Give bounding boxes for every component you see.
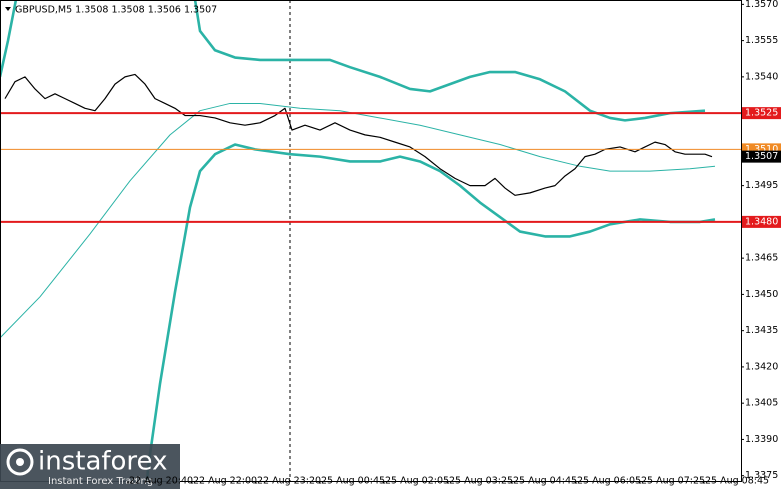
y-tick-label: 1.3495 bbox=[745, 180, 778, 191]
chart-title: GBPUSD,M5 1.3508 1.3508 1.3506 1.3507 bbox=[15, 5, 217, 16]
watermark-icon-dot bbox=[16, 458, 24, 466]
y-tick-label: 1.3450 bbox=[745, 289, 778, 300]
y-tick-label: 1.3570 bbox=[745, 0, 778, 10]
watermark: instaforex Instant Forex Trading bbox=[0, 444, 180, 489]
watermark-brand: instaforex bbox=[38, 447, 167, 477]
level-label-box bbox=[742, 107, 781, 120]
menu-arrow bbox=[5, 7, 11, 11]
y-tick-label: 1.3465 bbox=[745, 253, 778, 264]
y-tick-label: 1.3555 bbox=[745, 35, 778, 46]
y-tick-label: 1.3435 bbox=[745, 325, 778, 336]
x-tick-label: 22 Aug 22:00 bbox=[193, 476, 257, 487]
series-line bbox=[1, 102, 716, 338]
level-label: 1.3507 bbox=[745, 151, 778, 162]
series-line bbox=[145, 143, 716, 481]
x-tick-label: 25 Aug 06:05 bbox=[577, 476, 641, 487]
y-tick-label: 1.3420 bbox=[745, 361, 778, 372]
y-tick-label: 1.3375 bbox=[745, 470, 778, 481]
level-label-box bbox=[742, 215, 781, 228]
watermark-slogan: Instant Forex Trading bbox=[48, 476, 153, 487]
x-tick-label: 25 Aug 02:05 bbox=[385, 476, 449, 487]
x-tick-label: 22 Aug 20:40 bbox=[129, 476, 193, 487]
plot-frame bbox=[0, 0, 742, 482]
x-tick-label: 25 Aug 07:25 bbox=[641, 476, 705, 487]
level-label: 1.3510 bbox=[745, 144, 778, 155]
level-label-box bbox=[742, 150, 781, 163]
y-tick-label: 1.3540 bbox=[745, 71, 778, 82]
x-tick-label: 25 Aug 08:45 bbox=[705, 476, 769, 487]
x-tick-label: 22 Aug 23:20 bbox=[257, 476, 321, 487]
level-label: 1.3525 bbox=[745, 108, 778, 119]
y-tick-label: 1.3390 bbox=[745, 434, 778, 445]
series-line bbox=[1, 1, 706, 122]
x-tick-label: 25 Aug 03:25 bbox=[449, 476, 513, 487]
y-tick-label: 1.3405 bbox=[745, 398, 778, 409]
x-tick-label: 25 Aug 00:45 bbox=[321, 476, 385, 487]
level-label: 1.3480 bbox=[745, 216, 778, 227]
plot-area bbox=[1, 1, 741, 481]
watermark-icon bbox=[6, 448, 34, 476]
x-tick-label: 25 Aug 04:45 bbox=[513, 476, 577, 487]
